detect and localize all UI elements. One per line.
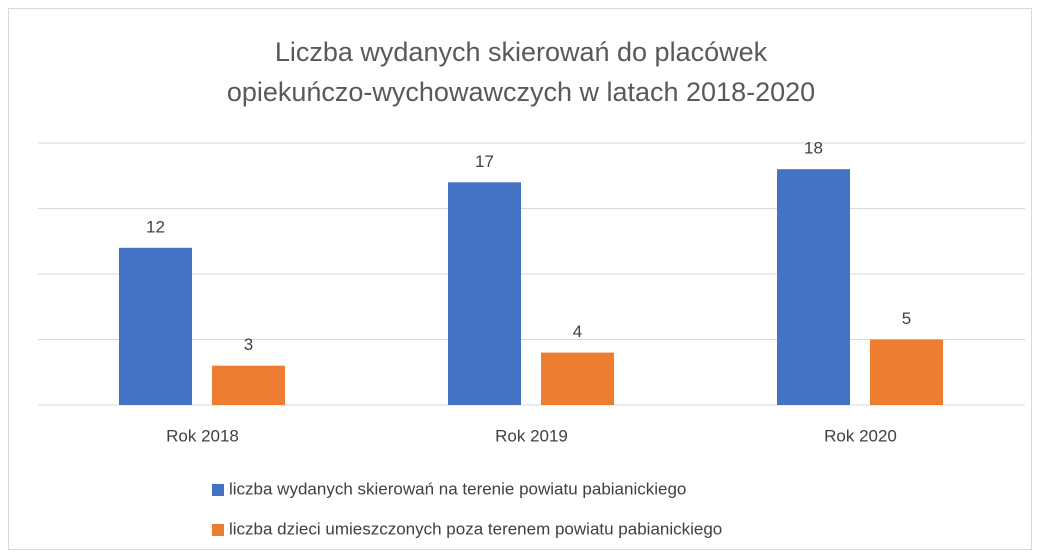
bar: [777, 169, 850, 405]
data-label: 17: [475, 152, 494, 171]
bar: [212, 365, 285, 405]
chart-frame: [8, 8, 1032, 550]
legend-label: liczba dzieci umieszczonych poza terenem…: [229, 519, 722, 538]
x-tick-label: Rok 2018: [166, 426, 239, 445]
data-label: 18: [804, 139, 823, 158]
bar: [119, 247, 192, 405]
bar: [870, 339, 943, 405]
legend-swatch: [212, 484, 224, 496]
data-label: 4: [573, 322, 582, 341]
x-tick-label: Rok 2020: [824, 426, 897, 445]
x-tick-label: Rok 2019: [495, 426, 568, 445]
data-label: 12: [146, 217, 165, 236]
bar: [448, 182, 521, 405]
legend-label: liczba wydanych skierowań na terenie pow…: [229, 479, 686, 498]
data-label: 3: [244, 335, 253, 354]
legend-swatch: [212, 524, 224, 536]
chart-title: Liczba wydanych skierowań do placówek op…: [226, 37, 816, 107]
bar: [541, 352, 614, 405]
data-label: 5: [902, 309, 911, 328]
